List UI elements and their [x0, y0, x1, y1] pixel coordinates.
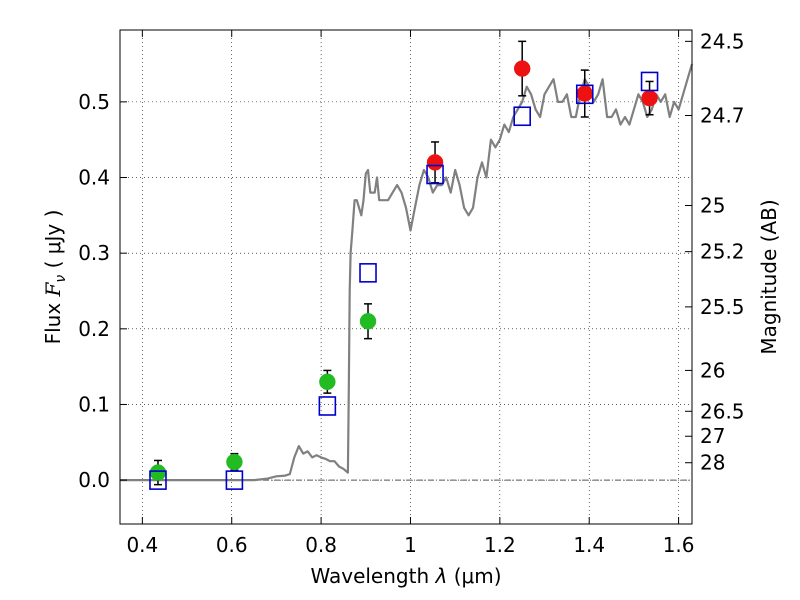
- y-tick-label: 0.4: [78, 166, 110, 190]
- mag-tick-label: 25.2: [700, 240, 745, 264]
- plot-frame: [119, 29, 693, 525]
- y-tick-label: 0.3: [78, 241, 110, 265]
- observed-point-nir-2: [576, 85, 593, 102]
- x-axis-title: Wavelength λ (μm): [310, 564, 501, 588]
- model-spectrum: [120, 63, 694, 482]
- observed-point-optical-2: [319, 373, 336, 391]
- mag-tick-label: 28: [700, 451, 725, 475]
- mag-tick-label: 24.7: [700, 103, 745, 127]
- x-tick-label: 1: [404, 533, 417, 557]
- x-tick-label: 1.6: [663, 533, 695, 557]
- secondary-y-axis-title: Magnitude (AB): [757, 199, 781, 354]
- x-tick-label: 1.2: [484, 533, 516, 557]
- model-photometry-square-4: [426, 164, 444, 185]
- y-tick-label: 0.1: [78, 392, 110, 416]
- y-tick-label: 0.0: [78, 468, 110, 492]
- y-tick-label: 0.2: [78, 317, 110, 341]
- model-spectrum-line: [120, 63, 694, 482]
- x-tick-label: 0.8: [305, 533, 337, 557]
- mag-tick-label: 26: [700, 358, 725, 382]
- mag-tick-label: 27: [700, 424, 725, 448]
- mag-tick-label: 24.5: [700, 29, 745, 53]
- model-photometry-square-2: [318, 396, 337, 416]
- x-tick-label: 1.4: [573, 533, 605, 557]
- observed-point-nir-3: [641, 89, 658, 107]
- observed-point-optical-0: [149, 464, 167, 481]
- model-photometry-square-7: [640, 71, 659, 92]
- x-tick-label: 0.4: [126, 533, 158, 557]
- mag-tick-label: 25: [700, 194, 725, 218]
- y-axis-title: Flux Fν ( μJy ): [41, 210, 69, 345]
- data-points: [149, 60, 658, 481]
- model-photometry-square-6: [575, 84, 594, 105]
- model-photometry-square-1: [225, 470, 244, 490]
- y-tick-labels: 0.0 0.1 0.2 0.3 0.4 0.5: [78, 90, 110, 492]
- model-photometry-square-0: [149, 470, 167, 490]
- observed-point-nir-0: [426, 154, 444, 171]
- observed-point-optical-1: [226, 453, 243, 471]
- x-tick-label: 0.6: [216, 533, 248, 557]
- mag-tick-label: 25.5: [700, 295, 745, 319]
- model-photometry-square-5: [513, 106, 531, 127]
- observed-point-nir-1: [513, 60, 531, 77]
- axis-ticks: [120, 30, 692, 524]
- model-photometry: [149, 71, 659, 490]
- model-photometry-square-3: [359, 263, 377, 283]
- x-tick-labels: 0.4 0.6 0.8 1 1.2 1.4 1.6: [126, 533, 694, 557]
- mag-tick-label: 26.5: [700, 399, 745, 423]
- y-tick-label: 0.5: [78, 90, 110, 114]
- observed-point-optical-3: [359, 313, 377, 330]
- magnitude-tick-labels: 24.5 24.7 25 25.2 25.5 26 26.527 28: [700, 29, 745, 474]
